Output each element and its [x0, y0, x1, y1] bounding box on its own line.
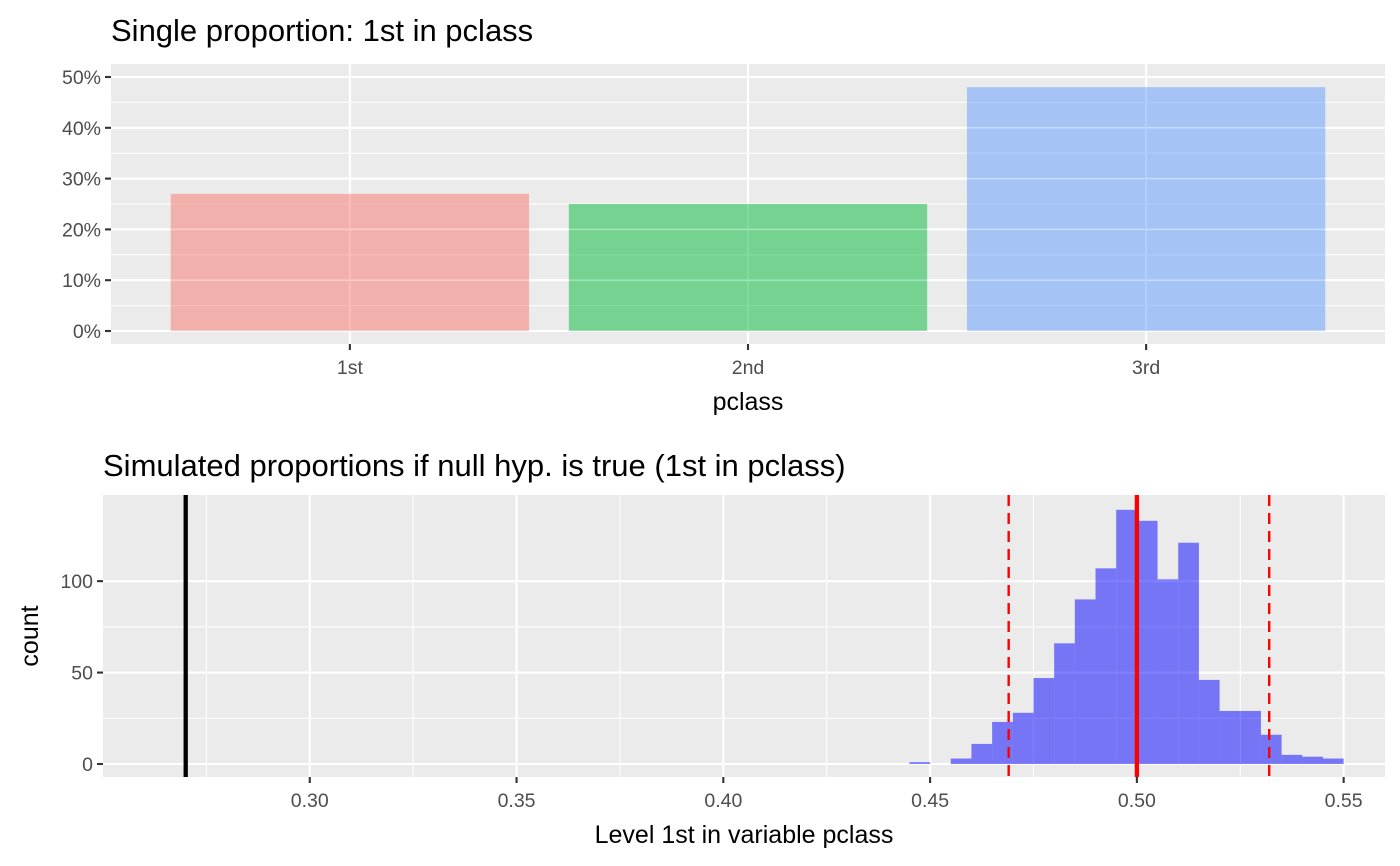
histogram-y-tick-label: 0 [82, 754, 93, 776]
histogram-bin [971, 743, 993, 764]
histogram-x-axis: 0.30 0.35 0.40 0.45 0.50 0.55 [291, 777, 1363, 812]
bar-chart-title: Single proportion: 1st in pclass [111, 13, 533, 48]
histogram-x-tick-label: 0.50 [1118, 790, 1156, 812]
histogram-bin [1054, 643, 1075, 764]
histogram-x-tick-label: 0.55 [1325, 790, 1363, 812]
bar-1st [170, 193, 530, 331]
bar-chart-y-tick-label: 40% [62, 118, 101, 140]
histogram-chart: Simulated proportions if null hyp. is tr… [16, 448, 1385, 849]
histogram-bin [1178, 542, 1199, 764]
histogram-x-tick-label: 0.40 [704, 790, 742, 812]
bar-2nd [568, 204, 928, 331]
histogram-bins [909, 509, 1344, 764]
histogram-y-axis: 0 50 100 [60, 571, 103, 776]
histogram-bin [1157, 579, 1179, 764]
histogram-bin [950, 758, 972, 764]
histogram-bin [1198, 679, 1220, 764]
histogram-bin [1302, 756, 1323, 764]
histogram-bin [1281, 754, 1303, 764]
bar-chart-y-tick-label: 20% [62, 219, 101, 241]
histogram-bin [1219, 710, 1241, 764]
histogram-x-tick-label: 0.35 [498, 790, 536, 812]
bar-chart-y-tick-label: 0% [73, 321, 101, 343]
histogram-bin [1116, 509, 1137, 764]
histogram-bin [1012, 712, 1034, 764]
bar-chart-x-tick-label: 2nd [732, 357, 765, 379]
histogram-reference-lines [183, 495, 1271, 777]
histogram-bin [1136, 520, 1158, 764]
histogram-x-axis-title: Level 1st in variable pclass [595, 821, 894, 849]
bar-chart: Single proportion: 1st in pclass 0% 10% 20… [62, 13, 1385, 416]
bar-chart-y-tick-label: 30% [62, 169, 101, 191]
histogram-bin [1260, 734, 1282, 764]
histogram-bin [1095, 568, 1117, 764]
histogram-bin [1074, 599, 1096, 764]
bar-chart-y-tick-label: 50% [62, 67, 101, 89]
bar-chart-x-tick-label: 3rd [1132, 357, 1160, 379]
bar-chart-bars [111, 76, 1385, 332]
histogram-x-tick-label: 0.45 [911, 790, 949, 812]
histogram-x-tick-label: 0.30 [291, 790, 329, 812]
histogram-y-tick-label: 50 [71, 663, 93, 685]
bar-3rd [966, 87, 1326, 331]
bar-chart-y-axis: 0% 10% 20% 30% 40% 50% [62, 67, 111, 343]
histogram-bin [909, 762, 931, 764]
bar-chart-x-axis-title: pclass [713, 388, 784, 416]
bar-chart-y-tick-label: 10% [62, 270, 101, 292]
histogram-title: Simulated proportions if null hyp. is tr… [103, 448, 846, 483]
histogram-bin [1033, 678, 1055, 764]
bar-chart-x-axis: 1st 2nd 3rd [337, 344, 1160, 379]
histogram-y-tick-label: 100 [60, 571, 93, 593]
histogram-bin [1240, 710, 1261, 764]
histogram-y-axis-title: count [16, 605, 44, 666]
histogram-bin [1322, 758, 1344, 764]
bar-chart-x-tick-label: 1st [337, 357, 364, 379]
